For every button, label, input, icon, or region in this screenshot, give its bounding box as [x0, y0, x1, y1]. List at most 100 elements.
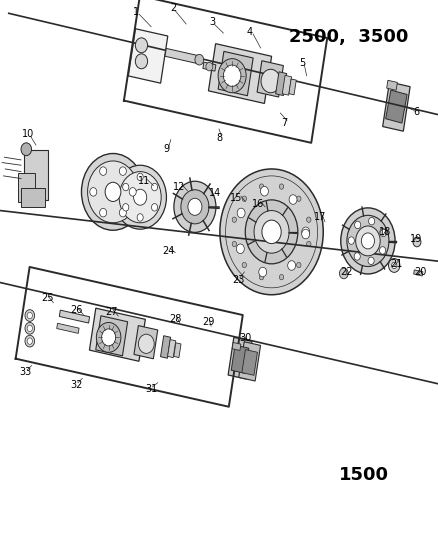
Text: 16: 16: [252, 199, 265, 208]
Circle shape: [135, 38, 148, 53]
Text: 20: 20: [414, 267, 427, 277]
Text: 12: 12: [173, 182, 186, 191]
Circle shape: [27, 338, 32, 344]
Text: 1500: 1500: [339, 466, 389, 484]
Circle shape: [261, 187, 268, 196]
Circle shape: [237, 244, 244, 254]
Polygon shape: [25, 149, 48, 200]
Text: 15: 15: [230, 193, 243, 203]
Circle shape: [380, 247, 386, 254]
Polygon shape: [232, 342, 241, 351]
Circle shape: [188, 198, 202, 215]
Polygon shape: [57, 324, 79, 333]
Text: 8: 8: [216, 133, 222, 142]
Circle shape: [99, 167, 107, 175]
Polygon shape: [228, 337, 252, 379]
Text: 11: 11: [138, 176, 151, 186]
Circle shape: [119, 167, 127, 175]
Polygon shape: [134, 326, 158, 359]
Polygon shape: [168, 340, 176, 358]
Circle shape: [259, 267, 267, 277]
Text: 33: 33: [19, 367, 32, 377]
Polygon shape: [385, 90, 407, 123]
Circle shape: [135, 54, 148, 69]
Text: 14: 14: [208, 188, 221, 198]
Text: 30: 30: [239, 334, 251, 343]
Text: 1: 1: [133, 7, 139, 17]
Circle shape: [102, 329, 116, 346]
Circle shape: [392, 262, 397, 269]
Circle shape: [339, 268, 348, 279]
Circle shape: [114, 165, 166, 229]
Circle shape: [123, 183, 129, 191]
Text: 19: 19: [410, 234, 422, 244]
Text: 4: 4: [247, 27, 253, 37]
Polygon shape: [413, 270, 423, 276]
Circle shape: [297, 196, 301, 201]
Polygon shape: [242, 350, 258, 375]
Polygon shape: [218, 51, 253, 96]
Circle shape: [81, 154, 145, 230]
Circle shape: [242, 196, 247, 201]
Circle shape: [368, 257, 374, 264]
Text: 22: 22: [340, 267, 352, 277]
Circle shape: [218, 59, 246, 93]
Circle shape: [254, 211, 289, 253]
Circle shape: [369, 217, 375, 225]
Circle shape: [88, 161, 138, 223]
Text: 2500,  3500: 2500, 3500: [289, 28, 408, 46]
Polygon shape: [231, 345, 249, 374]
Polygon shape: [257, 61, 283, 97]
Polygon shape: [174, 343, 181, 358]
Circle shape: [25, 322, 35, 334]
Polygon shape: [59, 310, 90, 323]
Circle shape: [307, 217, 311, 222]
Circle shape: [174, 181, 216, 232]
Text: 10: 10: [22, 130, 35, 139]
Circle shape: [237, 208, 245, 218]
Circle shape: [129, 188, 136, 196]
Polygon shape: [203, 62, 216, 71]
Circle shape: [232, 217, 237, 222]
Polygon shape: [289, 79, 296, 95]
Circle shape: [259, 184, 264, 189]
Polygon shape: [282, 75, 292, 95]
Circle shape: [152, 204, 158, 211]
Text: 6: 6: [413, 107, 419, 117]
Circle shape: [261, 69, 280, 93]
Circle shape: [195, 54, 204, 65]
Circle shape: [232, 241, 237, 247]
Circle shape: [90, 188, 97, 196]
Circle shape: [138, 334, 154, 353]
Circle shape: [242, 262, 247, 268]
Text: 32: 32: [71, 380, 83, 390]
Circle shape: [96, 322, 121, 352]
Text: 18: 18: [379, 227, 392, 237]
Circle shape: [307, 241, 311, 247]
Polygon shape: [18, 173, 35, 202]
Polygon shape: [239, 342, 261, 381]
Circle shape: [27, 325, 32, 332]
Circle shape: [289, 195, 297, 204]
Text: 2: 2: [170, 3, 176, 13]
Circle shape: [134, 189, 147, 205]
Polygon shape: [21, 188, 45, 206]
Polygon shape: [383, 82, 410, 131]
Polygon shape: [276, 72, 287, 95]
Circle shape: [152, 183, 158, 191]
Text: 31: 31: [145, 384, 157, 394]
Circle shape: [21, 143, 32, 156]
Circle shape: [27, 312, 32, 319]
Polygon shape: [128, 29, 168, 83]
Circle shape: [220, 169, 323, 295]
Circle shape: [105, 182, 121, 201]
Polygon shape: [160, 336, 171, 358]
Polygon shape: [89, 308, 145, 361]
Circle shape: [354, 253, 360, 260]
Circle shape: [302, 229, 310, 239]
Circle shape: [206, 62, 213, 71]
Circle shape: [279, 184, 284, 189]
Circle shape: [223, 65, 241, 86]
Circle shape: [347, 215, 389, 266]
Circle shape: [356, 226, 380, 256]
